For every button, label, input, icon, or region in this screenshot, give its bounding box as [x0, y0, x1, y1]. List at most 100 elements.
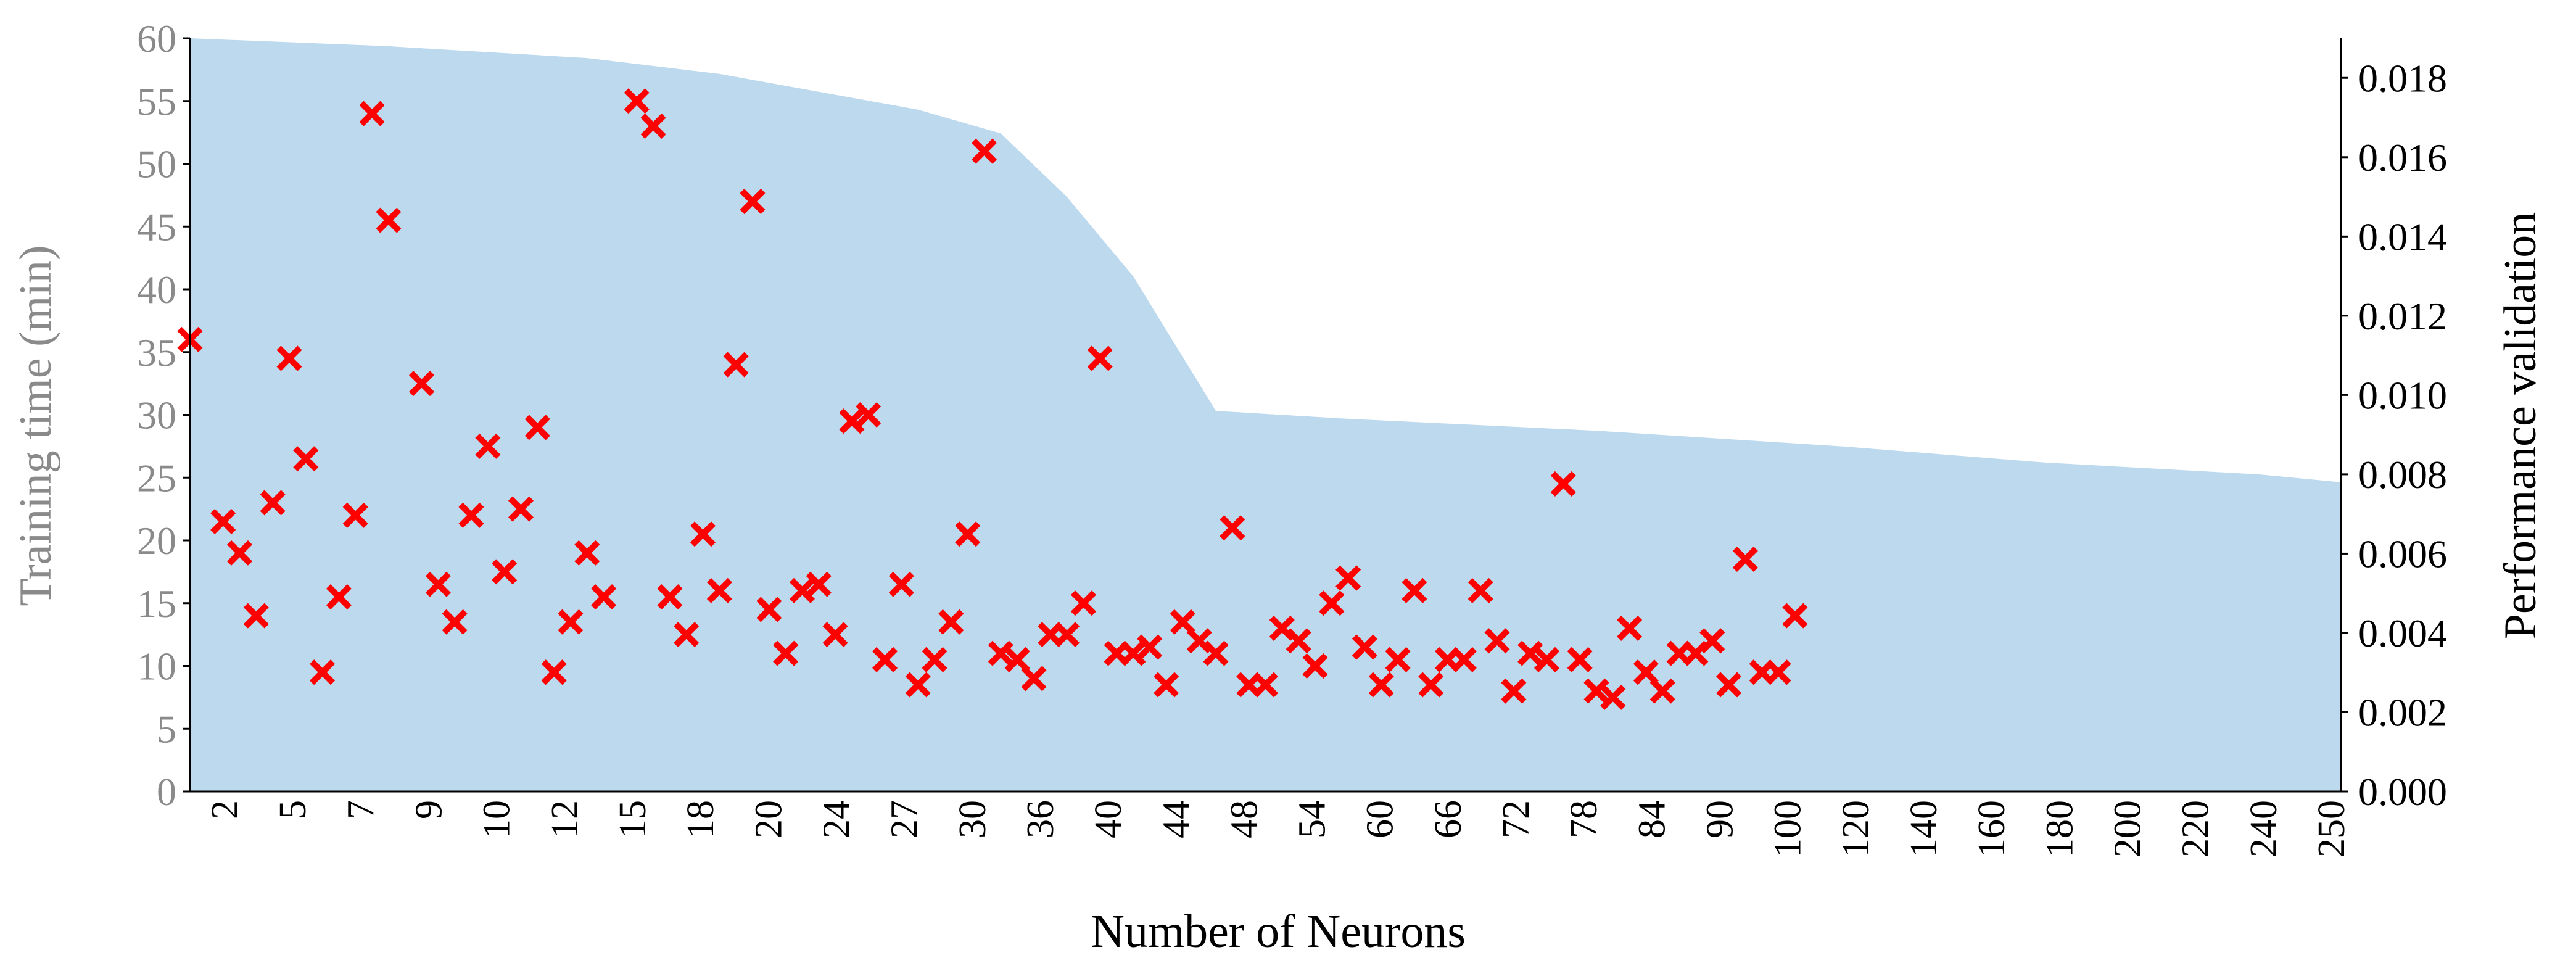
x-tick-label: 84	[1631, 800, 1673, 838]
x-tick-label: 18	[680, 800, 722, 838]
x-tick-label: 66	[1427, 800, 1469, 838]
training-time-point	[706, 577, 732, 603]
training-time-point	[492, 559, 518, 585]
training-time-point	[1252, 672, 1279, 698]
training-time-point	[1550, 471, 1576, 497]
training-time-point	[839, 408, 865, 434]
training-time-point	[723, 352, 749, 378]
training-time-point	[326, 584, 352, 610]
training-time-point	[624, 88, 650, 114]
x-tick-label: 30	[952, 800, 994, 838]
training-time-point	[475, 433, 501, 459]
training-time-point	[1716, 672, 1742, 698]
training-time-point	[1617, 615, 1643, 641]
training-time-point	[1070, 590, 1096, 616]
training-time-point	[1137, 634, 1163, 660]
training-time-point	[1087, 345, 1113, 371]
training-time-point	[1567, 647, 1593, 672]
x-tick-label: 12	[544, 800, 586, 838]
training-time-point	[260, 490, 286, 516]
x-tick-label: 140	[1903, 800, 1945, 857]
y-left-tick-label: 55	[137, 80, 176, 123]
y-right-tick-label: 0.008	[2358, 453, 2447, 497]
y-right-tick-label: 0.002	[2358, 690, 2447, 734]
training-time-point	[458, 502, 484, 528]
y-axis-right-title: Performance validation	[2495, 212, 2546, 639]
x-tick-label: 9	[408, 800, 450, 819]
y-right-tick-label: 0.000	[2358, 770, 2447, 814]
training-time-point	[1170, 609, 1195, 635]
training-time-point	[359, 101, 385, 126]
x-tick-label: 36	[1020, 800, 1062, 838]
y-left-tick-label: 0	[157, 770, 176, 814]
training-time-point	[806, 571, 832, 597]
x-tick-label: 240	[2243, 800, 2285, 857]
y-axis-left-title: Training time (min)	[10, 245, 61, 606]
x-tick-label: 100	[1767, 800, 1809, 857]
training-time-point	[756, 597, 782, 622]
training-time-point	[591, 584, 617, 610]
training-time-point	[425, 571, 451, 597]
training-time-point	[1534, 647, 1560, 672]
y-right-tick-label: 0.004	[2358, 611, 2447, 655]
training-time-point	[558, 609, 584, 635]
training-time-point	[1368, 672, 1394, 698]
training-time-point	[1633, 659, 1659, 685]
training-time-point	[1732, 546, 1758, 572]
training-time-point	[1220, 515, 1245, 541]
y-left-tick-label: 60	[137, 17, 176, 60]
y-left-tick-label: 25	[137, 456, 176, 500]
training-time-point	[310, 659, 336, 685]
training-time-point	[905, 672, 931, 698]
y-left-tick-label: 45	[137, 205, 176, 249]
training-time-point	[574, 540, 600, 566]
y-left-tick-label: 50	[137, 143, 176, 186]
training-time-point	[1203, 640, 1229, 666]
training-time-point	[243, 603, 269, 629]
training-time-point	[1402, 577, 1427, 603]
y-left-tick-label: 40	[137, 268, 176, 312]
y-left-tick-label: 20	[137, 519, 176, 563]
training-time-point	[1699, 628, 1725, 654]
y-left-tick-label: 30	[137, 394, 176, 437]
training-time-point	[541, 659, 567, 685]
training-time-point	[1418, 672, 1444, 698]
y-left-tick-label: 15	[137, 582, 176, 626]
training-time-point	[922, 647, 947, 672]
y-right-tick-label: 0.010	[2358, 373, 2447, 417]
training-time-point	[674, 622, 700, 648]
x-tick-label: 27	[884, 800, 926, 838]
training-time-point	[508, 496, 534, 522]
training-time-point	[276, 345, 302, 371]
x-tick-label: 20	[748, 800, 790, 838]
x-tick-label: 48	[1223, 800, 1265, 838]
x-tick-label: 200	[2107, 800, 2149, 857]
training-time-point	[376, 207, 402, 233]
training-time-point	[822, 622, 848, 648]
training-time-point	[988, 640, 1013, 666]
training-time-point	[1286, 628, 1311, 654]
x-tick-label: 15	[612, 800, 654, 838]
y-right-tick-label: 0.006	[2358, 532, 2447, 576]
training-time-point	[1468, 577, 1493, 603]
training-time-point	[342, 502, 368, 528]
training-time-point	[210, 508, 236, 535]
training-time-point	[1782, 603, 1808, 629]
performance-validation-area	[190, 38, 2341, 791]
x-tick-label: 180	[2039, 800, 2081, 857]
x-tick-label: 7	[340, 800, 382, 819]
training-time-point	[1120, 640, 1146, 666]
training-time-point	[640, 113, 666, 139]
training-time-point	[773, 640, 799, 666]
x-tick-label: 220	[2175, 800, 2217, 857]
training-time-point	[657, 584, 683, 610]
y-right-tick-label: 0.014	[2358, 215, 2447, 258]
training-time-point	[293, 446, 319, 472]
training-time-point	[1501, 678, 1527, 704]
y-left-tick-label: 35	[137, 331, 176, 374]
x-tick-label: 160	[1971, 800, 2013, 857]
x-tick-label: 5	[272, 800, 314, 819]
training-time-point	[1352, 634, 1377, 660]
y-right-tick-label: 0.012	[2358, 294, 2447, 338]
